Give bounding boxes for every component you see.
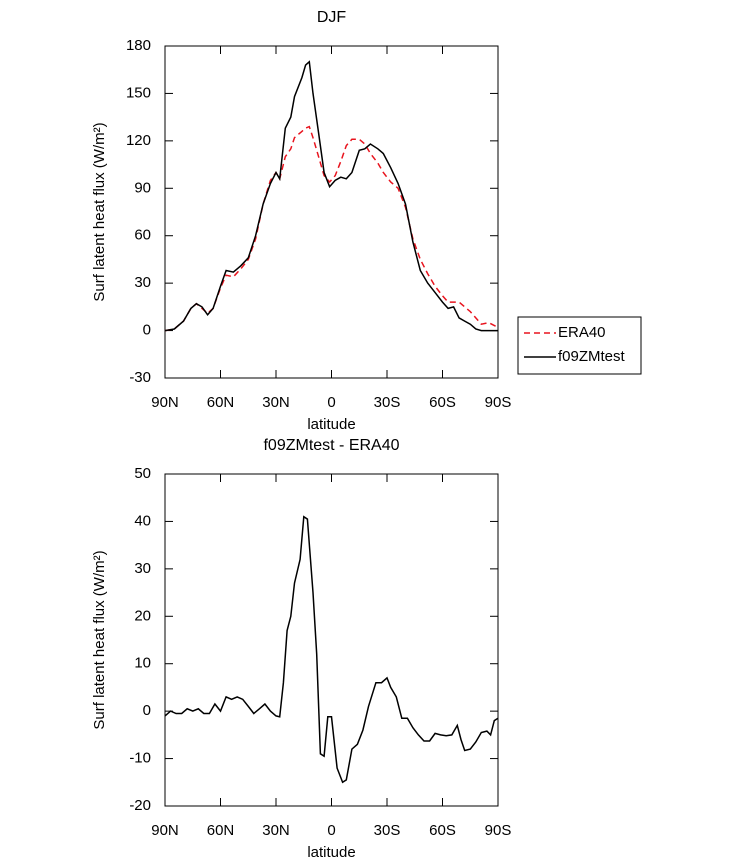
y-tick-label: 180 <box>126 37 151 54</box>
x-tick-label: 90N <box>151 394 179 411</box>
x-axis-label: latitude <box>307 844 355 861</box>
data-line <box>164 60 498 332</box>
y-axis-label: Surf latent heat flux (W/m²) <box>91 550 108 729</box>
y-axis-label: Surf latent heat flux (W/m²) <box>91 122 108 301</box>
y-tick-label: 20 <box>134 607 151 624</box>
legend-label: f09ZMtest <box>558 348 626 365</box>
y-tick-label: 40 <box>134 512 151 529</box>
chart-title: f09ZMtest - ERA40 <box>263 437 399 454</box>
x-tick-label: 0 <box>327 394 335 411</box>
x-tick-label: 30S <box>374 822 401 839</box>
y-tick-label: 30 <box>134 560 151 577</box>
x-tick-label: 90N <box>151 822 179 839</box>
chart-title: DJF <box>317 9 347 26</box>
y-tick-label: 30 <box>134 274 151 291</box>
y-tick-label: 90 <box>134 179 151 196</box>
plot-frame <box>164 473 499 807</box>
x-tick-label: 60N <box>207 394 235 411</box>
y-tick-label: -20 <box>129 797 151 814</box>
legend-box <box>517 316 642 375</box>
data-line <box>164 125 499 332</box>
x-tick-label: 90S <box>485 822 512 839</box>
plot-frame <box>164 45 499 379</box>
data-line <box>164 515 499 784</box>
y-tick-label: 50 <box>134 465 151 482</box>
x-tick-label: 30S <box>374 394 401 411</box>
y-tick-label: 0 <box>143 702 151 719</box>
x-tick-label: 60S <box>429 822 456 839</box>
y-tick-label: 60 <box>134 227 151 244</box>
y-tick-label: 0 <box>143 322 151 339</box>
legend-label: ERA40 <box>558 324 606 341</box>
x-tick-label: 90S <box>485 394 512 411</box>
x-axis-label: latitude <box>307 416 355 433</box>
y-tick-label: 120 <box>126 132 151 149</box>
y-tick-label: 10 <box>134 655 151 672</box>
x-tick-label: 30N <box>262 822 290 839</box>
y-tick-label: 150 <box>126 84 151 101</box>
x-tick-label: 60N <box>207 822 235 839</box>
x-tick-label: 60S <box>429 394 456 411</box>
x-tick-label: 30N <box>262 394 290 411</box>
y-tick-label: -10 <box>129 750 151 767</box>
y-tick-label: -30 <box>129 369 151 386</box>
x-tick-label: 0 <box>327 822 335 839</box>
